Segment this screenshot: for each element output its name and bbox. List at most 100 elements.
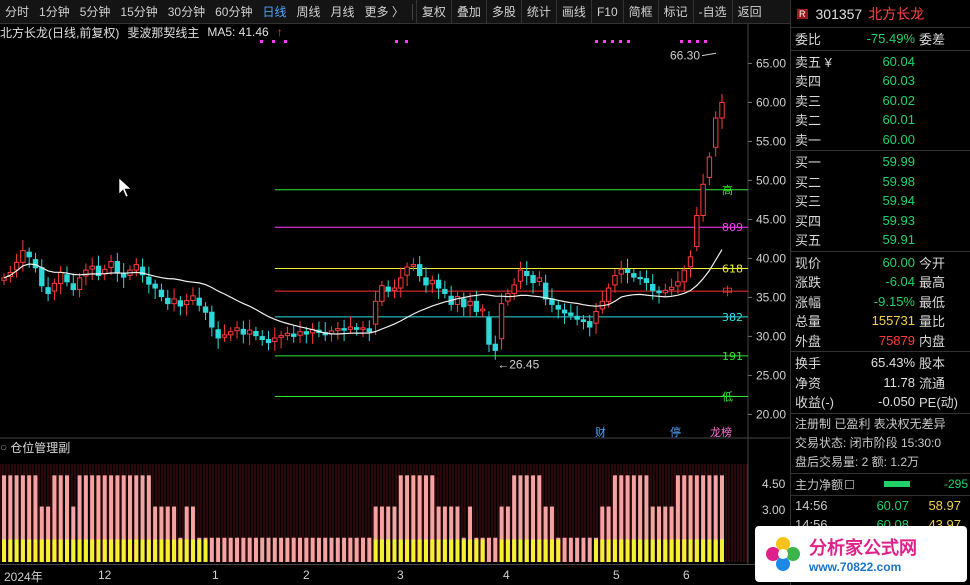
position-bar — [228, 537, 233, 562]
y-tick-label: 20.00 — [756, 407, 786, 421]
toolbar-button[interactable]: 简框 — [622, 0, 658, 24]
position-base-bar — [694, 539, 699, 562]
period-tab[interactable]: 月线 — [330, 4, 355, 19]
stats2-row: 换手 65.43% 股本 — [791, 353, 970, 373]
row-label: 外盘 — [795, 333, 822, 349]
indicator-name[interactable]: 斐波那契线主 — [127, 25, 200, 40]
candle-body — [240, 328, 247, 335]
position-bar — [64, 475, 69, 562]
position-base-bar — [461, 539, 466, 562]
candle-body — [536, 277, 543, 282]
row-value: -0.050 — [878, 394, 915, 410]
candle-body — [461, 298, 467, 308]
toolbar-button[interactable]: 统计 — [520, 0, 556, 24]
stock-code[interactable]: 301357 — [815, 5, 863, 22]
position-bar — [316, 537, 321, 562]
candle-body — [259, 336, 265, 341]
candle-body — [20, 250, 26, 263]
signal-dot — [603, 40, 606, 43]
candle-body — [177, 300, 184, 307]
period-tab[interactable]: 周线 — [296, 4, 321, 19]
position-bar — [272, 537, 277, 562]
candle-body — [360, 327, 366, 330]
period-tab[interactable]: 30分钟 — [167, 4, 206, 19]
toolbar-button[interactable]: 复权 — [415, 0, 451, 24]
event-tag[interactable]: 财 — [595, 425, 606, 439]
period-tab[interactable]: 5分钟 — [79, 4, 111, 19]
toolbar-button[interactable]: 叠加 — [450, 0, 486, 24]
bids-row: 买二 59.98 — [791, 172, 970, 192]
position-bar — [398, 475, 403, 562]
candle-body — [593, 310, 599, 324]
candle-body — [498, 303, 505, 340]
row-extra-label: PE(动) — [919, 395, 959, 411]
position-bar — [33, 475, 38, 562]
list-icon[interactable] — [845, 479, 855, 489]
position-base-bar — [33, 539, 38, 562]
event-tag[interactable]: 停 — [670, 425, 681, 439]
fib-level-label: 低 — [722, 390, 733, 403]
toolbar-button[interactable]: 画线 — [555, 0, 591, 24]
position-base-bar — [71, 539, 76, 562]
position-base-bar — [543, 539, 548, 562]
stats2-section: 换手 65.43% 股本 净资 11.78 流通 收益(-) -0.050 PE(动) — [791, 352, 970, 414]
position-bar — [39, 506, 44, 562]
position-base-bar — [663, 539, 668, 562]
position-bar — [455, 506, 460, 562]
position-bar — [83, 475, 88, 562]
period-tab[interactable]: 60分钟 — [215, 4, 253, 19]
candle-body — [139, 266, 146, 276]
position-base-bar — [436, 539, 441, 562]
position-bar — [71, 506, 76, 562]
candle-body — [530, 275, 536, 284]
period-tab[interactable]: 更多 〉 — [364, 4, 404, 19]
candle-body — [385, 286, 391, 292]
sub-collapse-icon[interactable]: ○ — [0, 440, 8, 454]
row-extra-label: 量比 — [919, 314, 946, 330]
row-extra-label: 流通 — [919, 375, 946, 391]
toolbar-button[interactable]: 标记 — [657, 0, 693, 24]
candle-body — [165, 297, 171, 305]
candle-body — [272, 337, 278, 342]
position-base-bar — [650, 539, 655, 562]
toolbar-button[interactable]: -自选 — [692, 0, 732, 24]
position-bar — [568, 537, 573, 562]
date-label: 2024年 — [4, 570, 43, 584]
position-base-bar — [398, 539, 403, 562]
toolbar-button[interactable]: F10 — [590, 0, 623, 24]
position-bar — [90, 475, 95, 562]
ma-value: MA5: 41.46 — [207, 25, 269, 39]
position-base-bar — [417, 539, 422, 562]
info-section: 注册制 已盈利 表决权无差异 交易状态: 闭市阶段 15:30:0 盘后交易量:… — [791, 414, 970, 474]
position-base-bar — [518, 539, 523, 562]
position-bar — [606, 506, 611, 562]
position-base-bar — [140, 539, 145, 562]
position-base-bar — [52, 539, 57, 562]
position-bar — [304, 537, 309, 562]
candle-body — [631, 273, 637, 278]
kline-chart[interactable]: 20.00 25.00 30.00 35.00 40.00 45.00 50.00 55.00… — [0, 24, 790, 564]
chart-area[interactable]: 20.00 25.00 30.00 35.00 40.00 45.00 50.00 55.00… — [0, 24, 790, 585]
asks-row: 卖四 60.03 — [791, 71, 970, 91]
candle-body — [492, 343, 498, 351]
position-bar — [562, 537, 567, 562]
watermark-logo: 分析家公式网 www.70822.com — [755, 526, 967, 582]
position-base-bar — [77, 539, 82, 562]
toolbar-button[interactable]: 返回 — [731, 0, 767, 24]
position-base-bar — [468, 539, 473, 562]
candle-body — [410, 264, 417, 267]
chart-header: 北方长龙(日线,前复权) 斐波那契线主 MA5: 41.46 ↑ — [0, 24, 299, 40]
period-tab[interactable]: 日线 — [262, 4, 287, 19]
period-tab[interactable]: 1分钟 — [39, 4, 70, 19]
event-tag[interactable]: 龙榜 — [710, 425, 732, 439]
toolbar-divider — [411, 3, 413, 20]
period-tab[interactable]: 分时 — [5, 4, 30, 19]
candle-body — [83, 269, 89, 277]
toolbar-button[interactable]: 多股 — [485, 0, 521, 24]
position-bar — [581, 537, 586, 562]
period-tab[interactable]: 15分钟 — [120, 4, 158, 19]
position-base-bar — [657, 539, 662, 562]
weicha-label: 委差 — [919, 32, 946, 48]
stock-name[interactable]: 北方长龙 — [868, 5, 925, 22]
candle-body — [656, 290, 662, 294]
